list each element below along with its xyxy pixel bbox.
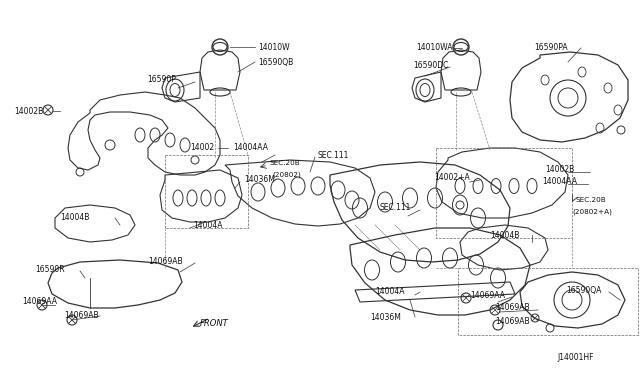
Text: 14069AB: 14069AB [64, 311, 99, 320]
Text: 14002B: 14002B [14, 106, 44, 115]
Text: 14036M: 14036M [370, 312, 401, 321]
Text: 14069AA: 14069AA [22, 298, 57, 307]
Text: 14010W: 14010W [258, 42, 290, 51]
Text: 14004A: 14004A [193, 221, 223, 231]
Text: 14004A: 14004A [375, 288, 404, 296]
Text: 14002+A: 14002+A [434, 173, 470, 183]
Text: 16590DC: 16590DC [413, 61, 449, 70]
Text: 14004B: 14004B [60, 214, 90, 222]
Text: 16590PA: 16590PA [534, 42, 568, 51]
Text: 14002B: 14002B [545, 166, 574, 174]
Text: 16590R: 16590R [35, 264, 65, 273]
Text: FRONT: FRONT [200, 318, 228, 327]
Text: (20802): (20802) [272, 172, 301, 178]
Text: SEC.20B: SEC.20B [576, 197, 607, 203]
Text: (20802+A): (20802+A) [572, 209, 612, 215]
Text: 14069AB: 14069AB [148, 257, 182, 266]
Text: SEC.20B: SEC.20B [270, 160, 301, 166]
Text: 14069AB: 14069AB [495, 304, 530, 312]
Text: J14001HF: J14001HF [557, 353, 593, 362]
Text: 14004AA: 14004AA [542, 177, 577, 186]
Text: 14004B: 14004B [490, 231, 520, 240]
Text: 16590P: 16590P [147, 76, 176, 84]
Text: SEC.111: SEC.111 [380, 203, 412, 212]
Text: 16590QB: 16590QB [258, 58, 293, 67]
Text: 14036M: 14036M [244, 176, 275, 185]
Text: 14010WA: 14010WA [416, 42, 452, 51]
Text: SEC.111: SEC.111 [318, 151, 349, 160]
Text: 14002: 14002 [190, 144, 214, 153]
Text: 14069AB: 14069AB [495, 317, 530, 327]
Text: 16590QA: 16590QA [566, 285, 602, 295]
Text: 14069AA: 14069AA [470, 291, 505, 299]
Text: 14004AA: 14004AA [233, 144, 268, 153]
